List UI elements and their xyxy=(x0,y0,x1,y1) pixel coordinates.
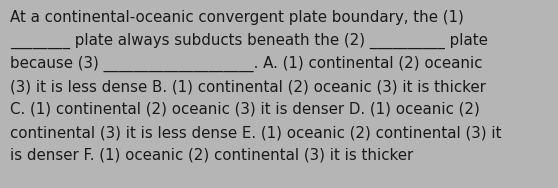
Text: because (3) ____________________. A. (1) continental (2) oceanic: because (3) ____________________. A. (1)… xyxy=(10,56,483,72)
Text: (3) it is less dense B. (1) continental (2) oceanic (3) it is thicker: (3) it is less dense B. (1) continental … xyxy=(10,79,486,94)
Text: continental (3) it is less dense E. (1) oceanic (2) continental (3) it: continental (3) it is less dense E. (1) … xyxy=(10,125,502,140)
Text: C. (1) continental (2) oceanic (3) it is denser D. (1) oceanic (2): C. (1) continental (2) oceanic (3) it is… xyxy=(10,102,480,117)
Text: ________ plate always subducts beneath the (2) __________ plate: ________ plate always subducts beneath t… xyxy=(10,33,488,49)
Text: is denser F. (1) oceanic (2) continental (3) it is thicker: is denser F. (1) oceanic (2) continental… xyxy=(10,148,413,163)
Text: At a continental-oceanic convergent plate boundary, the (1): At a continental-oceanic convergent plat… xyxy=(10,10,464,25)
